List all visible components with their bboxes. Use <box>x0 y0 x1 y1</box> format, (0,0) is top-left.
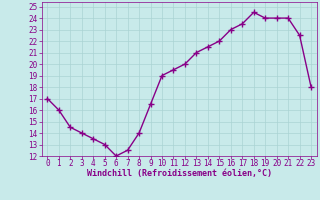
X-axis label: Windchill (Refroidissement éolien,°C): Windchill (Refroidissement éolien,°C) <box>87 169 272 178</box>
